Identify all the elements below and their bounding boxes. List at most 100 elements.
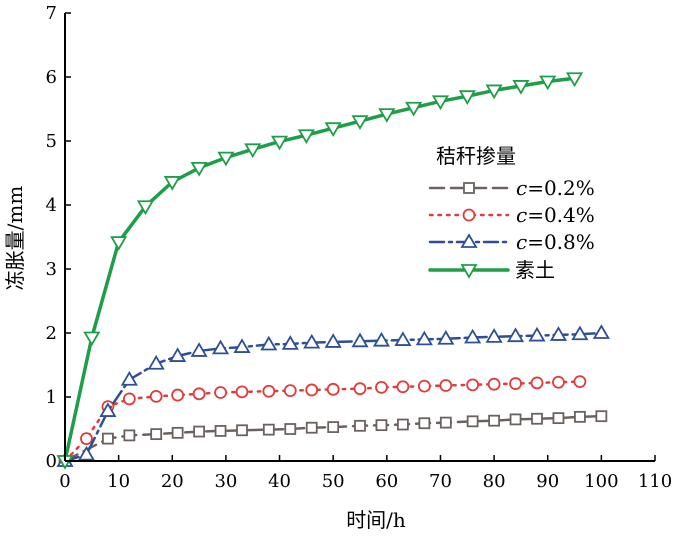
triangle-down-marker [163, 176, 181, 191]
y-axis-title: 冻胀量/mm [3, 186, 27, 291]
y-tick-label: 3 [46, 259, 57, 280]
triangle-down-marker [110, 236, 128, 251]
x-tick-label: 80 [483, 471, 506, 492]
triangle-down-marker [431, 95, 450, 111]
square-marker [284, 423, 297, 435]
square-marker [193, 425, 205, 438]
triangle-up-marker [120, 370, 138, 386]
circle-marker [417, 379, 431, 393]
triangle-up-marker [324, 333, 342, 348]
triangle-up-marker [415, 330, 433, 346]
triangle-up-marker [77, 445, 96, 461]
triangle-down-marker [190, 161, 208, 177]
triangle-down-marker [217, 151, 235, 167]
x-tick-label: 20 [161, 471, 184, 492]
triangle-down-marker [539, 75, 557, 91]
square-marker [531, 412, 543, 425]
series-line [63, 331, 603, 463]
triangle-up-marker [506, 327, 525, 343]
series-c0.8 [56, 324, 610, 467]
triangle-down-marker [565, 72, 584, 88]
triangle-up-marker [549, 326, 568, 341]
x-tick-label: 30 [214, 471, 237, 492]
triangle-down-marker [405, 101, 423, 117]
triangle-up-marker [351, 332, 369, 348]
triangle-down-marker [297, 129, 315, 145]
triangle-up-marker [303, 333, 321, 349]
axes [64, 12, 656, 462]
legend-entry-plain: 素土 [428, 258, 555, 282]
x-tick-label: 10 [107, 471, 130, 492]
tick-labels: 0 10 20 30 40 50 60 70 80 90 100 110 0 1 2 3 4 5 6 7 [46, 3, 673, 492]
x-tick-label: 50 [322, 471, 345, 492]
circle-marker [466, 378, 480, 392]
circle-marker [353, 382, 367, 396]
legend-title: 秸秆掺量 [436, 144, 516, 168]
square-marker [375, 419, 388, 432]
legend: 秸秆掺量 c=0.2% c=0.4% c=0.8% 素土 [428, 144, 595, 282]
y-tick-label: 1 [46, 387, 57, 408]
legend-entry-c0.4: c=0.4% [428, 203, 595, 227]
series-c0.4 [58, 375, 587, 468]
triangle-up-marker [394, 331, 412, 346]
square-marker [150, 428, 163, 441]
square-marker [397, 418, 409, 431]
square-marker [466, 415, 479, 428]
triangle-down-marker [351, 115, 369, 130]
circle-marker [552, 375, 565, 389]
circle-marker [439, 379, 453, 392]
triangle-up-marker [147, 354, 165, 370]
circle-marker [509, 377, 522, 390]
triangle-down-marker [485, 84, 503, 100]
triangle-up-marker [528, 326, 546, 342]
triangle-up-marker [233, 338, 251, 353]
x-tick-label: 90 [536, 471, 559, 492]
y-tick-label: 5 [46, 131, 57, 152]
circle-marker [235, 385, 249, 399]
triangle-up-marker [190, 342, 208, 357]
circle-marker [487, 377, 501, 391]
triangle-up-marker [99, 402, 117, 417]
square-marker [102, 432, 114, 445]
square-marker [236, 424, 248, 437]
triangle-up-marker [260, 335, 278, 351]
circle-marker [262, 384, 276, 398]
y-tick-label: 2 [46, 323, 57, 344]
square-marker [262, 423, 275, 436]
circle-marker [305, 383, 319, 397]
x-tick-label: 60 [375, 471, 398, 492]
triangle-down-marker [270, 135, 289, 151]
y-tick-label: 0 [46, 451, 57, 472]
triangle-up-marker [592, 324, 610, 339]
x-axis-title: 时间/h [346, 508, 406, 532]
triangle-up-marker [281, 335, 299, 350]
triangle-down-marker [378, 108, 396, 123]
triangle-up-marker [464, 328, 482, 344]
triangle-up-marker [437, 329, 455, 345]
triangle-up-marker [460, 233, 478, 248]
square-marker [488, 414, 500, 427]
legend-entry-c0.8: c=0.8% [428, 230, 595, 254]
x-tick-label: 70 [429, 471, 452, 492]
circle-marker [122, 392, 136, 406]
circle-marker [573, 375, 587, 389]
triangle-down-marker [83, 331, 101, 347]
triangle-up-marker [211, 339, 230, 355]
legend-label: 素土 [515, 258, 555, 282]
square-marker [509, 413, 522, 426]
circle-marker [375, 380, 388, 394]
triangle-up-marker [372, 331, 391, 347]
legend-label: c=0.8% [516, 230, 595, 254]
triangle-up-marker [571, 325, 589, 341]
circle-marker [396, 380, 410, 394]
y-tick-label: 6 [46, 67, 57, 88]
square-marker [552, 412, 565, 425]
square-marker [123, 429, 136, 442]
square-marker [418, 417, 431, 430]
circle-marker [192, 387, 206, 401]
triangle-down-marker [460, 264, 478, 279]
triangle-down-marker [458, 90, 476, 105]
square-marker [439, 416, 452, 429]
triangle-down-marker [244, 143, 262, 159]
